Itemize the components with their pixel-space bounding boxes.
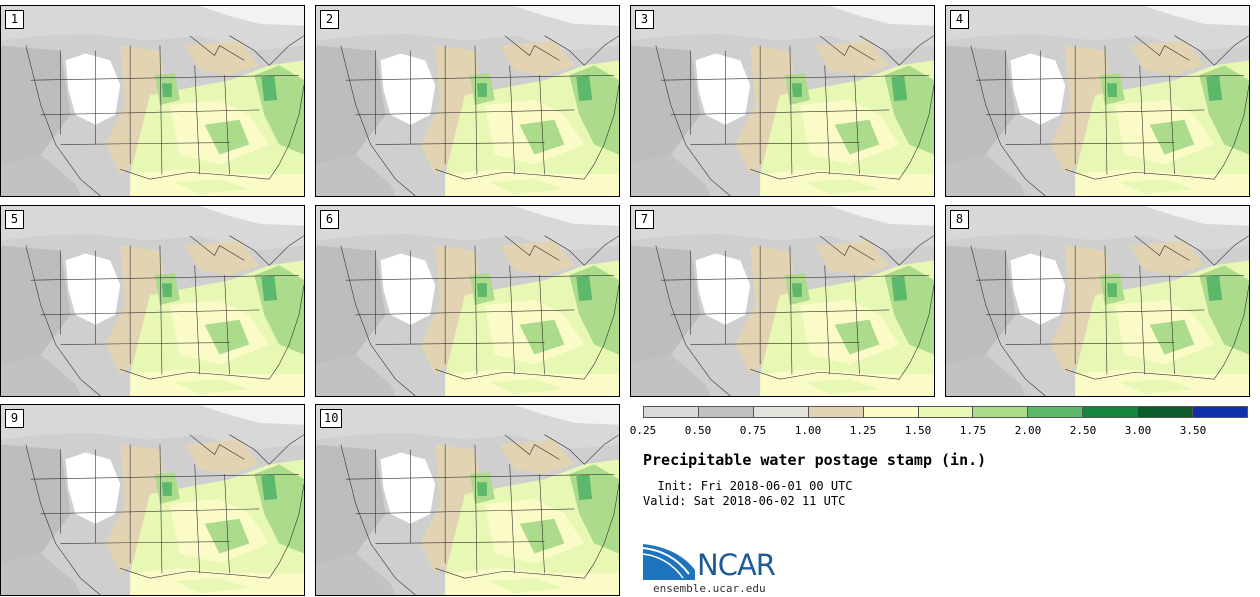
colorbar-tick-label: 1.75	[959, 424, 987, 437]
colorbar-tick-label: 3.00	[1124, 424, 1152, 437]
member-panel-3: 3	[630, 5, 935, 197]
colorbar-tick-label: 0.75	[739, 424, 767, 437]
member-panel-4: 4	[945, 5, 1250, 197]
map-4	[946, 6, 1249, 196]
valid-time: Valid: Sat 2018-06-02 11 UTC	[643, 494, 846, 508]
colorbar-cell	[808, 407, 864, 417]
map-3	[631, 6, 934, 196]
member-panel-2: 2	[315, 5, 620, 197]
map-1	[1, 6, 304, 196]
panel-number: 6	[320, 210, 339, 229]
colorbar-cell	[973, 407, 1029, 417]
panel-number: 8	[950, 210, 969, 229]
ncar-logo-icon	[643, 544, 695, 580]
map-7	[631, 206, 934, 396]
colorbar-tick-label: 2.50	[1069, 424, 1097, 437]
map-9	[1, 405, 304, 595]
member-panel-6: 6	[315, 205, 620, 397]
panel-number: 1	[5, 10, 24, 29]
colorbar-cell	[753, 407, 809, 417]
colorbar-cell	[1083, 407, 1139, 417]
colorbar-cell	[1138, 407, 1194, 417]
panel-number: 5	[5, 210, 24, 229]
panel-number: 7	[635, 210, 654, 229]
panel-number: 9	[5, 409, 24, 428]
member-panel-5: 5	[0, 205, 305, 397]
ncar-logo-text: NCAR	[697, 548, 776, 582]
colorbar-tick-label: 0.25	[629, 424, 657, 437]
colorbar-cell	[1028, 407, 1084, 417]
member-panel-1: 1	[0, 5, 305, 197]
init-time: Init: Fri 2018-06-01 00 UTC	[643, 479, 853, 493]
member-panel-8: 8	[945, 205, 1250, 397]
colorbar-tick-label: 3.50	[1179, 424, 1207, 437]
colorbar-cell	[644, 407, 699, 417]
map-2	[316, 6, 619, 196]
map-5	[1, 206, 304, 396]
colorbar-cell	[863, 407, 919, 417]
colorbar-cell	[918, 407, 974, 417]
colorbar-tick-label: 1.50	[904, 424, 932, 437]
panel-number: 3	[635, 10, 654, 29]
member-panel-9: 9	[0, 404, 305, 596]
member-panel-7: 7	[630, 205, 935, 397]
colorbar-tick-label: 0.50	[684, 424, 712, 437]
map-6	[316, 206, 619, 396]
colorbar-tick-label: 1.25	[849, 424, 877, 437]
colorbar-cell	[698, 407, 754, 417]
colorbar-ticks: 0.25 0.50 0.75 1.00 1.25 1.50 1.75 2.00 2.50 3.00…	[630, 424, 1260, 438]
member-panel-10: 10	[315, 404, 620, 596]
colorbar-tick-label: 1.00	[794, 424, 822, 437]
site-url: ensemble.ucar.edu	[653, 582, 766, 595]
panel-number: 10	[320, 409, 343, 428]
panel-number: 4	[950, 10, 969, 29]
figure-title: Precipitable water postage stamp (in.)	[643, 451, 987, 469]
map-10	[316, 405, 619, 595]
panel-number: 2	[320, 10, 339, 29]
colorbar-cell	[1193, 407, 1247, 417]
map-8	[946, 206, 1249, 396]
colorbar	[643, 406, 1248, 418]
colorbar-tick-label: 2.00	[1014, 424, 1042, 437]
